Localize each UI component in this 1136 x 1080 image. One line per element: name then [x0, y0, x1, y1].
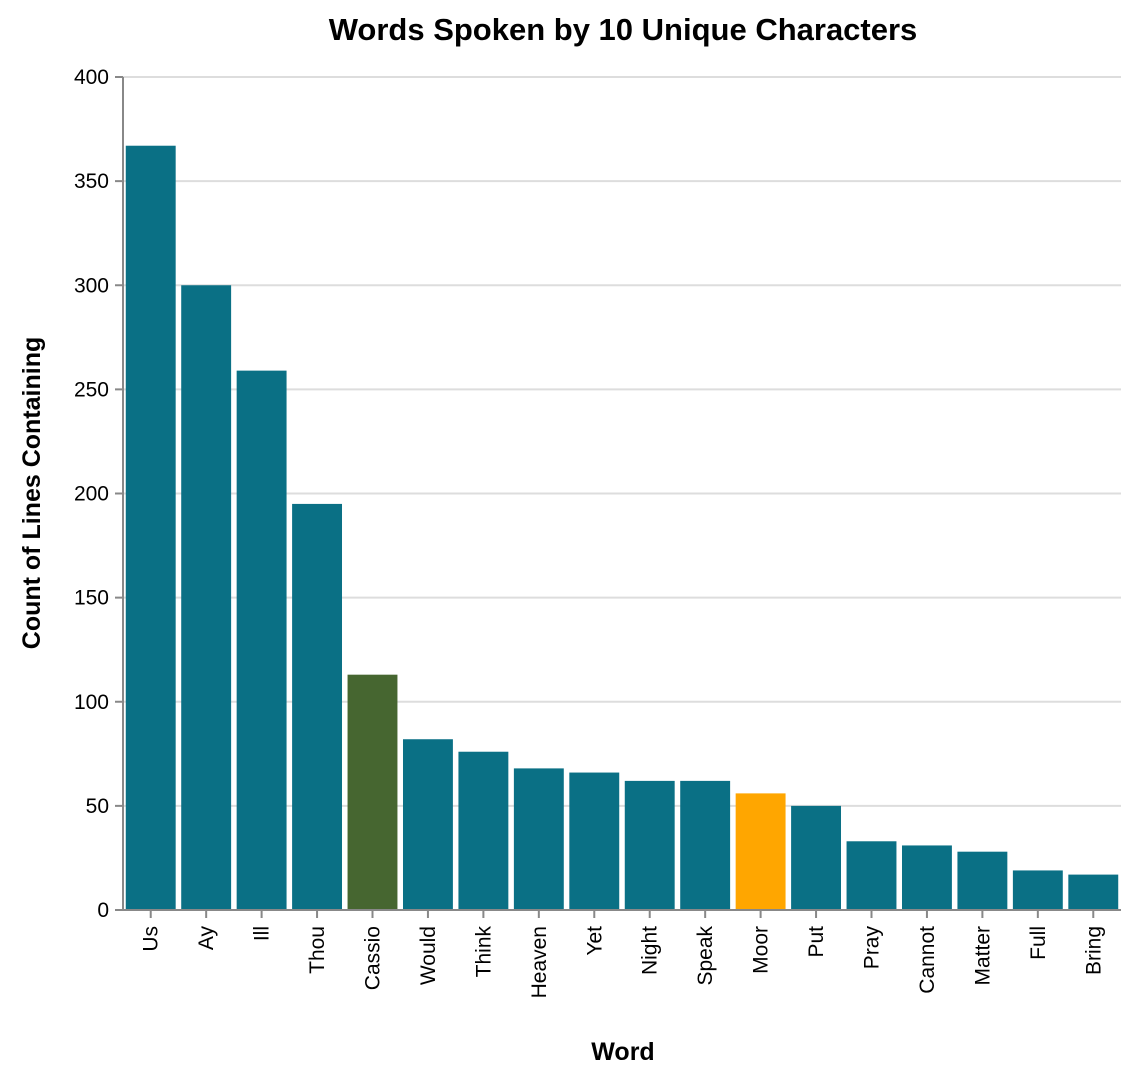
y-tick-label: 200 [74, 483, 109, 506]
bar-put [791, 805, 842, 910]
y-tick-label: 250 [74, 378, 109, 401]
x-tick-label: Cassio [362, 926, 385, 990]
x-tick-label: Would [417, 926, 440, 985]
bar-night [624, 780, 675, 910]
x-tick-label: Thou [306, 926, 329, 974]
y-axis-title: Count of Lines Containing [18, 337, 46, 649]
x-tick-label: Ill [251, 926, 274, 941]
bar-think [458, 751, 509, 910]
bar-full [1012, 870, 1063, 910]
x-tick-label: Bring [1082, 926, 1105, 975]
bar-would [402, 739, 453, 910]
x-tick-label: Pray [861, 926, 884, 970]
x-tick-label: Cannot [916, 926, 939, 994]
x-tick-label: Put [805, 926, 828, 958]
y-tick-label: 350 [74, 170, 109, 193]
bar-moor [735, 793, 786, 910]
x-tick-label: Speak [694, 926, 717, 986]
y-tick-label: 300 [74, 274, 109, 297]
bars [125, 145, 1119, 910]
bar-ill [236, 370, 287, 910]
x-tick-label: Heaven [528, 926, 551, 998]
bar-matter [957, 851, 1008, 910]
bar-heaven [513, 768, 564, 910]
bar-pray [846, 841, 897, 910]
x-tick-label: Ay [195, 926, 218, 951]
x-tick-label: Full [1027, 926, 1050, 960]
x-axis-ticks: Us Ay Ill Thou Cassio Would Think Heaven Yet Nigh… [140, 910, 1105, 998]
gridlines [123, 76, 1121, 911]
y-tick-label: 400 [74, 66, 109, 89]
bar-cassio [347, 674, 398, 910]
x-tick-label: Matter [971, 926, 994, 986]
x-tick-label: Think [472, 926, 495, 978]
y-tick-label: 100 [74, 691, 109, 714]
x-tick-label: Us [140, 926, 163, 952]
y-tick-label: 0 [97, 899, 109, 922]
x-tick-label: Moor [750, 926, 773, 974]
y-tick-label: 150 [74, 587, 109, 610]
y-axis-ticks: 0 50 100 150 200 250 300 350 400 [74, 66, 123, 922]
x-axis-title: Word [591, 1038, 654, 1066]
bar-us [125, 145, 176, 910]
bar-ay [181, 285, 232, 910]
y-tick-label: 50 [86, 795, 109, 818]
bar-thou [292, 503, 343, 910]
bar-cannot [901, 845, 952, 910]
bar-speak [680, 780, 731, 910]
chart-title: Words Spoken by 10 Unique Characters [329, 12, 918, 47]
x-tick-label: Night [639, 926, 662, 975]
bar-yet [569, 772, 620, 910]
x-tick-label: Yet [583, 926, 606, 956]
bar-bring [1068, 874, 1119, 910]
